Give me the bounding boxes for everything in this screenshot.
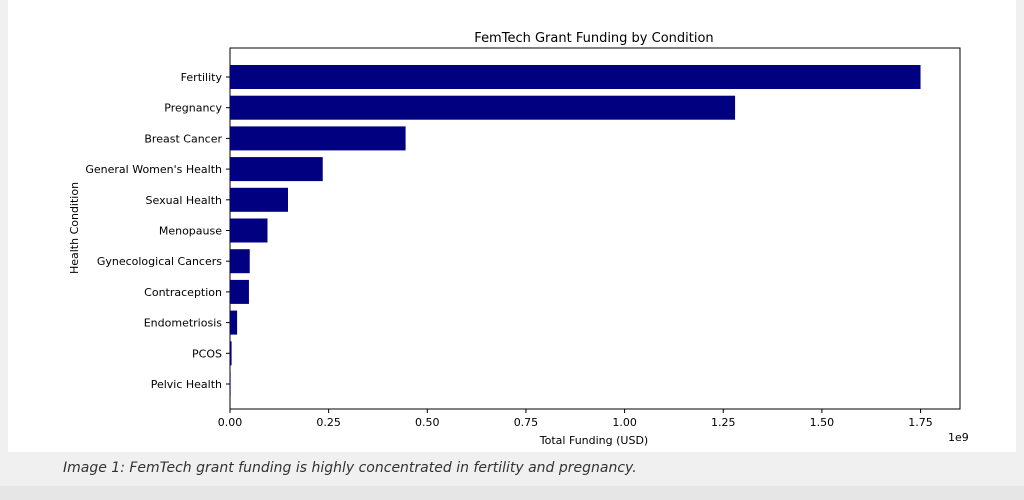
y-tick-label: Pelvic Health: [151, 378, 222, 391]
figure-caption: Image 1: FemTech grant funding is highly…: [63, 460, 637, 476]
bar-9: [230, 341, 232, 366]
chart-card: FemTech Grant Funding by Condition Ferti…: [8, 0, 1016, 452]
y-tick-label: PCOS: [192, 347, 222, 360]
bars-group: [230, 65, 921, 396]
funding-bar-chart: FemTech Grant Funding by Condition Ferti…: [68, 31, 969, 447]
x-tick-label: 0.50: [415, 416, 440, 429]
bar-3: [230, 157, 323, 182]
x-axis: 0.00 0.25 0.50 0.75 1.00 1.25 1.50 1.75: [218, 409, 933, 429]
y-tick-label: Menopause: [159, 225, 222, 238]
bar-2: [230, 126, 406, 151]
bar-8: [230, 310, 238, 335]
chart-title: FemTech Grant Funding by Condition: [474, 31, 713, 46]
x-tick-label: 1.75: [908, 416, 933, 429]
y-tick-label: Contraception: [144, 286, 222, 299]
x-tick-label: 0.00: [218, 416, 243, 429]
y-axis: Fertility Pregnancy Breast Cancer General W…: [85, 71, 230, 391]
bar-6: [230, 249, 250, 274]
bar-5: [230, 218, 268, 243]
bar-1: [230, 95, 736, 120]
y-tick-label: Breast Cancer: [144, 132, 222, 145]
x-tick-label: 1.50: [810, 416, 835, 429]
bar-0: [230, 65, 921, 89]
y-tick-label: Sexual Health: [146, 194, 222, 207]
x-tick-label: 0.75: [514, 416, 539, 429]
bar-10: [230, 372, 231, 396]
y-tick-label: Gynecological Cancers: [97, 255, 222, 268]
y-tick-label: Pregnancy: [164, 102, 222, 115]
x-tick-label: 1.00: [612, 416, 637, 429]
y-tick-label: General Women's Health: [85, 163, 222, 176]
bottom-band: [0, 486, 1024, 500]
bar-4: [230, 187, 289, 212]
y-axis-label: Health Condition: [68, 182, 81, 274]
x-axis-scale-label: 1e9: [948, 431, 969, 444]
y-tick-label: Fertility: [181, 71, 223, 84]
y-tick-label: Endometriosis: [144, 317, 223, 330]
x-tick-label: 0.25: [316, 416, 341, 429]
x-axis-label: Total Funding (USD): [539, 434, 648, 447]
x-tick-label: 1.25: [711, 416, 736, 429]
bar-7: [230, 279, 249, 304]
